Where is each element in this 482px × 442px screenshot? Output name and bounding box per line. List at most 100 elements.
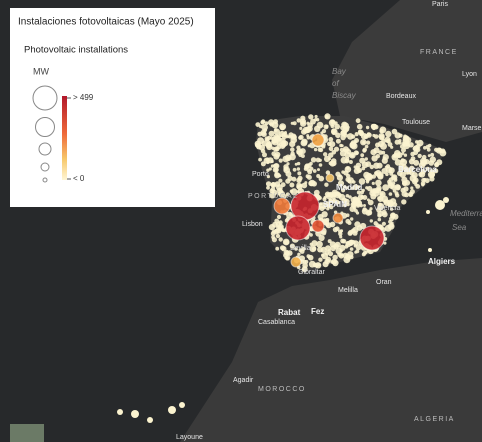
- installation-large: [332, 212, 344, 224]
- installation-dot: [420, 157, 427, 165]
- map-label: PORTUGAL: [248, 193, 298, 200]
- installation-dot: [379, 129, 384, 134]
- installation-dot: [420, 168, 426, 175]
- installation-dot: [409, 189, 415, 195]
- installation-dot: [388, 177, 394, 182]
- installation-dot: [257, 137, 265, 145]
- installation-dot: [339, 229, 344, 233]
- installation-dot: [311, 246, 317, 251]
- installation-dot: [335, 226, 340, 231]
- installation-dot: [355, 118, 361, 124]
- installation-dot: [301, 129, 307, 135]
- installation-dot: [392, 202, 398, 208]
- installation-dot: [345, 194, 350, 198]
- installation-dot: [312, 169, 317, 173]
- installation-dot: [282, 140, 289, 147]
- installation-dot: [395, 193, 400, 198]
- installation-dot: [323, 124, 329, 130]
- installation-dot: [285, 256, 290, 261]
- installation-dot: [353, 197, 360, 204]
- installation-dot: [296, 167, 301, 171]
- installation-dot: [309, 242, 313, 246]
- installation-dot: [261, 124, 268, 131]
- installation-dot: [399, 171, 406, 178]
- installation-dot: [287, 175, 293, 181]
- map-label: Mediterra: [450, 209, 482, 218]
- installation-dot: [373, 147, 380, 154]
- installation-dot: [408, 142, 414, 148]
- installation-dot: [168, 406, 176, 414]
- installation-dot: [439, 149, 447, 157]
- installation-dot: [364, 157, 368, 161]
- installation-dot: [384, 224, 392, 232]
- installation-dot: [300, 154, 305, 158]
- installation-dot: [334, 123, 341, 130]
- installation-dot: [381, 150, 386, 155]
- installation-dot: [300, 115, 306, 121]
- installation-dot: [363, 204, 366, 207]
- installation-dot: [403, 153, 408, 157]
- installation-dot: [266, 175, 270, 179]
- installation-large: [325, 173, 335, 183]
- map-label: Lisbon: [242, 221, 263, 228]
- ramp-max-label: > 499: [73, 93, 94, 102]
- installation-dot: [425, 166, 430, 171]
- installation-dot: [381, 209, 387, 215]
- installation-dot: [366, 198, 370, 202]
- installation-dot: [361, 166, 366, 171]
- size-symbol: [40, 162, 50, 172]
- map-label: Bordeaux: [386, 93, 416, 100]
- installation-dot: [117, 409, 123, 415]
- map-label: Casablanca: [258, 319, 295, 326]
- installation-dot: [308, 114, 314, 120]
- installation-dot: [340, 125, 345, 131]
- installation-dot: [341, 188, 346, 193]
- installation-dot: [310, 157, 317, 163]
- installation-dot: [328, 146, 334, 152]
- installation-dot: [268, 167, 272, 171]
- installation-dot: [265, 142, 272, 149]
- installation-dot: [296, 161, 301, 166]
- installation-dot: [274, 229, 278, 233]
- installation-dot: [275, 246, 280, 251]
- installation-dot: [413, 159, 420, 166]
- installation-dot: [283, 134, 287, 138]
- map-label: MOROCCO: [258, 386, 306, 393]
- installation-dot: [356, 123, 363, 130]
- installation-dot: [273, 146, 279, 152]
- installation-dot: [390, 207, 394, 211]
- map-label: Melilla: [338, 287, 358, 294]
- installation-dot: [331, 189, 339, 197]
- installation-dot: [278, 190, 286, 198]
- installation-dot: [283, 252, 289, 258]
- installation-dot: [398, 139, 402, 143]
- installation-dot: [289, 189, 294, 193]
- installation-dot: [394, 132, 401, 139]
- installation-dot: [416, 139, 424, 147]
- installation-dot: [329, 205, 334, 210]
- color-ramp: [62, 96, 67, 180]
- installation-dot: [346, 173, 351, 179]
- installation-large: [311, 219, 325, 233]
- installation-dot: [381, 168, 388, 174]
- installation-dot: [357, 169, 361, 173]
- installation-dot: [283, 164, 289, 170]
- installation-dot: [331, 160, 337, 167]
- map-label: Agadir: [233, 377, 254, 384]
- installation-dot: [319, 202, 323, 206]
- installation-dot: [382, 184, 389, 192]
- installation-dot: [304, 181, 308, 185]
- installation-dot: [340, 144, 344, 148]
- installation-dot: [292, 121, 297, 126]
- installation-dot: [309, 161, 313, 166]
- installation-dot: [313, 189, 320, 196]
- installation-dot: [371, 174, 376, 179]
- land-france: [332, 0, 482, 142]
- map-label: Layoune: [176, 434, 203, 441]
- installation-dot: [321, 230, 327, 236]
- installation-dot: [362, 141, 366, 145]
- installation-dot: [147, 417, 153, 423]
- installation-dot: [290, 121, 294, 125]
- installation-dot: [260, 161, 266, 167]
